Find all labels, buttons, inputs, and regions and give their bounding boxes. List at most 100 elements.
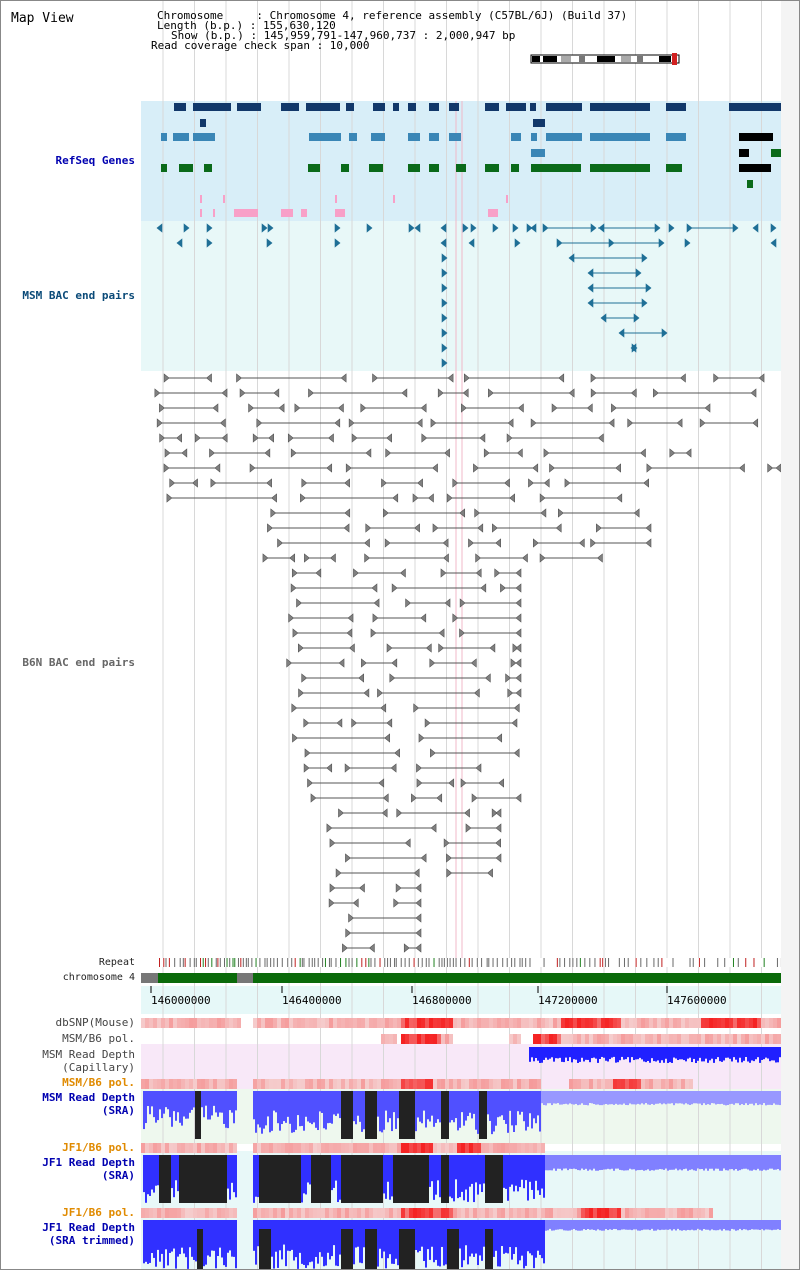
read-depth-bar (741, 1220, 743, 1231)
polymorphism-cell (669, 1018, 673, 1028)
read-depth-bar (521, 1091, 523, 1112)
b6n-bac-label[interactable]: B6N BAC end pairs (22, 656, 135, 669)
msm-sra-label-1[interactable]: MSM Read Depth (42, 1091, 135, 1104)
read-depth-bar (651, 1220, 653, 1229)
read-depth-saturated (399, 1229, 415, 1269)
read-depth-bar (471, 1220, 473, 1254)
repeat-feature (387, 958, 389, 967)
b6n-bac-end (326, 763, 333, 773)
jf1-trim-label-1[interactable]: JF1 Read Depth (42, 1221, 135, 1234)
msm-bac-end (587, 268, 594, 278)
repeat-feature (324, 958, 326, 967)
read-depth-bar (557, 1047, 559, 1059)
polymorphism-cell (737, 1018, 741, 1028)
read-depth-bar (643, 1091, 645, 1105)
read-depth-bar (577, 1220, 579, 1231)
polymorphism-cell (281, 1018, 285, 1028)
polymorphism-cell (413, 1079, 417, 1089)
repeat-feature (521, 958, 523, 967)
polymorphism-cell (181, 1143, 185, 1153)
read-depth-bar (713, 1091, 715, 1104)
read-depth-bar (353, 1220, 355, 1265)
read-depth-bar (637, 1047, 639, 1060)
jf1-b6-pol-label-1[interactable]: JF1/B6 pol. (62, 1141, 135, 1154)
b6n-bac-end (516, 448, 523, 458)
polymorphism-cell (401, 1079, 405, 1089)
msm-b6-pol-label-1[interactable]: MSM/B6 pol. (62, 1032, 135, 1045)
polymorphism-cell (465, 1018, 469, 1028)
b6n-bac-end (268, 433, 274, 443)
b6n-bac-end (473, 463, 479, 473)
read-depth-bar (429, 1091, 431, 1122)
repeat-feature (529, 958, 531, 967)
polymorphism-cell (189, 1208, 193, 1218)
polymorphism-cell (717, 1018, 721, 1028)
read-depth-bar (333, 1155, 335, 1188)
msm-b6-pol-label-2[interactable]: MSM/B6 pol. (62, 1076, 135, 1089)
polymorphism-cell (345, 1208, 349, 1218)
read-depth-bar (281, 1220, 283, 1260)
polymorphism-cell (601, 1018, 605, 1028)
read-depth-bar (235, 1155, 237, 1198)
repeat-feature (657, 958, 659, 967)
b6n-bac-end (329, 883, 336, 893)
read-depth-bar (469, 1155, 471, 1187)
polymorphism-cell (669, 1079, 673, 1089)
read-depth-saturated (197, 1229, 203, 1269)
b6n-bac-end (194, 433, 201, 443)
chromosome-ideogram[interactable] (529, 53, 683, 65)
read-depth-bar (753, 1155, 755, 1170)
jf1-sra-label-1[interactable]: JF1 Read Depth (42, 1156, 135, 1169)
polymorphism-cell (441, 1208, 445, 1218)
read-depth-bar (779, 1091, 781, 1106)
b6n-bac-end (539, 493, 546, 503)
read-depth-bar (423, 1220, 425, 1262)
read-depth-bar (359, 1091, 361, 1122)
msm-bac-end (266, 238, 273, 248)
read-depth-bar (773, 1047, 775, 1061)
polymorphism-cell (409, 1079, 413, 1089)
read-depth-bar (733, 1220, 735, 1230)
read-depth-bar (625, 1220, 627, 1230)
b6n-bac-end (212, 403, 219, 413)
jf1-b6-pol-label-2[interactable]: JF1/B6 pol. (62, 1206, 135, 1219)
b6n-bac-end (304, 553, 310, 563)
read-depth-bar (645, 1220, 647, 1230)
chromosome-track-label[interactable]: chromosome 4 (62, 972, 135, 983)
read-depth-bar (633, 1220, 635, 1230)
read-depth-bar (691, 1047, 693, 1063)
read-depth-bar (745, 1220, 747, 1230)
repeat-feature (464, 958, 466, 967)
b6n-bac-end (487, 868, 493, 878)
read-depth-bar (333, 1220, 335, 1246)
dbsnp-label[interactable]: dbSNP(Mouse) (55, 1016, 135, 1029)
read-depth-bar (517, 1220, 519, 1265)
b6n-bac-end (378, 778, 385, 788)
repeat-label[interactable]: Repeat (98, 957, 135, 968)
b6n-bac-end (342, 943, 348, 953)
polymorphism-cell (181, 1018, 185, 1028)
read-depth-bar (655, 1047, 657, 1062)
read-depth-bar (285, 1091, 287, 1123)
polymorphism-cell (421, 1208, 425, 1218)
polymorphism-cell (361, 1079, 365, 1089)
repeat-feature (217, 958, 219, 967)
polymorphism-cell (573, 1079, 577, 1089)
read-depth-bar (259, 1091, 261, 1128)
polymorphism-cell (321, 1079, 325, 1089)
read-depth-bar (229, 1155, 231, 1200)
read-depth-bar (461, 1220, 463, 1268)
polymorphism-cell (365, 1143, 369, 1153)
polymorphism-cell (605, 1018, 609, 1028)
polymorphism-cell (505, 1079, 509, 1089)
read-depth-bar (591, 1155, 593, 1171)
polymorphism-cell (213, 1208, 217, 1218)
polymorphism-cell (173, 1143, 177, 1153)
msm-bac-label[interactable]: MSM BAC end pairs (22, 289, 135, 302)
msm-capillary-label-1[interactable]: MSM Read Depth (42, 1048, 135, 1061)
refseq-genes-label[interactable]: RefSeq Genes (55, 154, 135, 167)
read-depth-bar (737, 1220, 739, 1231)
read-depth-bar (457, 1155, 459, 1199)
b6n-bac-end (365, 448, 372, 458)
